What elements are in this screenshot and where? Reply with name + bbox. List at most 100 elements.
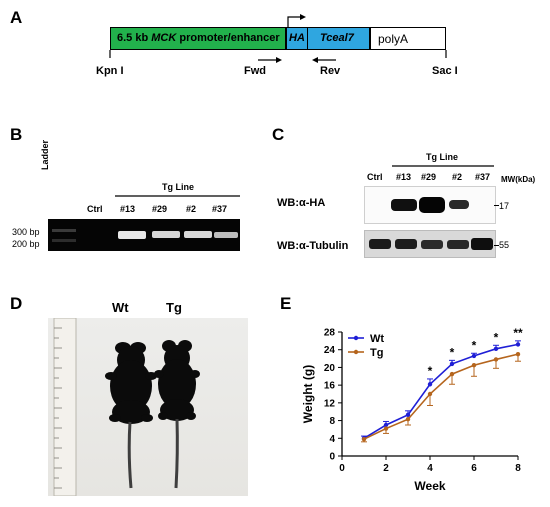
tub-band-2 (447, 240, 469, 249)
ladder-band-200 (52, 239, 76, 242)
significance-mark: * (494, 330, 499, 344)
series-line-tg (363, 353, 519, 440)
b-lane-2: #2 (186, 204, 197, 214)
series-line-wt (363, 343, 519, 439)
data-point-tg (471, 363, 477, 368)
ha-band-2 (449, 200, 469, 209)
fwd-arrowhead (276, 57, 282, 63)
data-point-wt (427, 382, 433, 387)
mw-17-tick (494, 205, 499, 206)
c-lane-2: #2 (452, 172, 463, 182)
wt-mouse (105, 342, 157, 489)
b-tg-line-bar (115, 195, 240, 197)
tub-band-ctrl (369, 239, 391, 249)
ladder-band-300 (52, 229, 76, 232)
c-lane-29: #29 (421, 172, 437, 182)
data-point-tg (515, 351, 521, 357)
ladder-label: Ladder (40, 139, 50, 170)
mw-17-label: 17 (499, 201, 510, 211)
data-point-tg (493, 357, 499, 362)
promoter-label: 6.5 kb MCK promoter/enhancer (117, 32, 280, 44)
y-tick-label: 8 (329, 416, 335, 427)
ruler (53, 318, 77, 496)
data-point-tg (405, 417, 411, 422)
data-point-wt (471, 353, 477, 359)
polya-box (370, 27, 446, 50)
mouse-photo (48, 318, 248, 496)
polya-label: polyA (378, 32, 409, 46)
b-lane-13: #13 (120, 204, 136, 214)
panel-a-letter: A (10, 8, 23, 27)
significance-mark: * (450, 345, 455, 359)
c-tg-line-label: Tg Line (426, 152, 458, 162)
y-tick-label: 0 (329, 452, 335, 463)
x-tick-label: 4 (427, 463, 433, 474)
b-tg-line-label: Tg Line (162, 182, 194, 192)
data-point-tg (449, 371, 455, 377)
wt-label: Wt (112, 300, 129, 315)
legend-marker-wt (353, 335, 359, 341)
data-point-tg (361, 436, 367, 442)
wb-tub-label: WB:α-Tubulin (277, 240, 349, 252)
rev-label: Rev (320, 65, 341, 77)
tub-band-13 (395, 239, 417, 249)
data-point-wt (493, 346, 499, 352)
data-point-wt (405, 412, 411, 418)
mw-55-label: 55 (499, 240, 510, 250)
mw-label: MW(kDa) (501, 175, 536, 184)
b-lane-37: #37 (212, 204, 228, 214)
bp300-label: 300 bp (12, 227, 40, 237)
y-tick-label: 4 (329, 434, 335, 445)
gene-label: Tceal7 (320, 32, 354, 44)
rev-arrowhead (312, 57, 318, 63)
kpn-label: Kpn I (96, 65, 124, 77)
y-tick-label: 24 (324, 345, 336, 356)
band-2 (184, 231, 212, 238)
x-tick-label: 8 (515, 463, 521, 474)
x-tick-label: 0 (339, 463, 345, 474)
ha-band-29 (419, 197, 445, 213)
ha-band-13 (391, 199, 417, 211)
y-tick-label: 20 (324, 363, 336, 374)
legend-label-wt: Wt (370, 333, 384, 345)
tub-band-37 (471, 238, 493, 250)
c-lane-37: #37 (475, 172, 491, 182)
significance-mark: * (428, 364, 433, 378)
panel-e-letter: E (280, 294, 292, 313)
data-point-tg (383, 426, 389, 431)
panel-b-letter: B (10, 125, 23, 144)
tss-arrow (287, 16, 300, 27)
y-axis-title: Weight (g) (301, 365, 315, 423)
data-point-wt (515, 342, 521, 347)
b-lane-29: #29 (152, 204, 168, 214)
x-tick-label: 6 (471, 463, 477, 474)
band-37 (214, 232, 238, 238)
ruler-ticks (54, 327, 62, 489)
data-point-wt (449, 361, 455, 367)
promoter-box (110, 27, 286, 50)
fwd-label: Fwd (244, 65, 266, 77)
ha-label: HA (289, 32, 305, 44)
legend-marker-tg (353, 349, 359, 355)
tg-label: Tg (166, 300, 182, 315)
mw-55-tick (494, 245, 499, 246)
b-ctrl-label: Ctrl (87, 204, 103, 214)
tg-mouse (154, 340, 200, 489)
y-tick-label: 16 (324, 381, 336, 392)
c-lane-13: #13 (396, 172, 412, 182)
band-13 (118, 231, 146, 239)
sac-label: Sac I (432, 65, 458, 77)
ha-box (286, 27, 308, 50)
c-ctrl-label: Ctrl (367, 172, 383, 182)
bp200-label: 200 bp (12, 239, 40, 249)
significance-mark: * (472, 338, 477, 352)
panel-d-letter: D (10, 294, 23, 313)
band-29 (152, 231, 180, 238)
significance-mark: ** (513, 326, 523, 340)
wb-ha-label: WB:α-HA (277, 197, 326, 209)
data-point-tg (427, 391, 433, 397)
data-point-wt (383, 422, 389, 428)
x-axis-title: Week (414, 479, 445, 493)
wb-tubulin-blot (364, 230, 496, 258)
